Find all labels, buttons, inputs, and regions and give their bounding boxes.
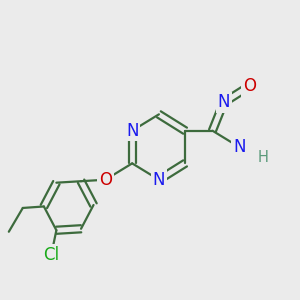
Text: O: O xyxy=(243,77,256,95)
Text: N: N xyxy=(126,122,138,140)
Text: H: H xyxy=(257,150,268,165)
Text: O: O xyxy=(99,171,112,189)
Text: Cl: Cl xyxy=(43,246,59,264)
Text: N: N xyxy=(218,93,230,111)
Text: N: N xyxy=(153,171,165,189)
Text: N: N xyxy=(233,138,245,156)
